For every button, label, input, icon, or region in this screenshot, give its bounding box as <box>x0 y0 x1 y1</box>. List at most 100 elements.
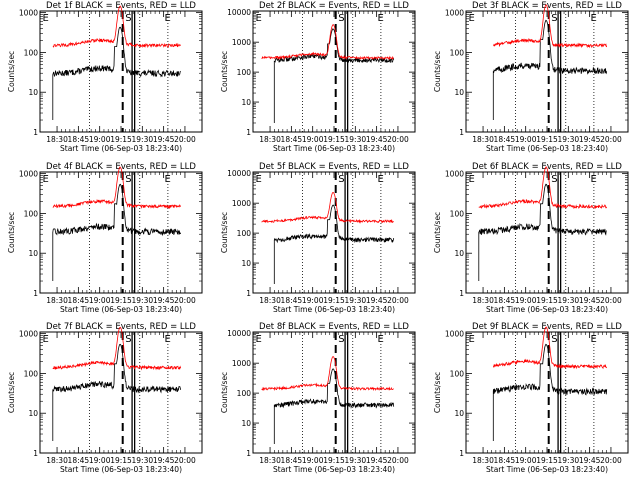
marker-letter: E <box>590 13 596 24</box>
lld-series-line <box>52 5 182 49</box>
x-tick-label: 19:15 <box>110 135 132 144</box>
y-tick-label: 100 <box>24 369 39 378</box>
x-tick-label: 20:00 <box>174 456 196 465</box>
x-tick-label: 19:15 <box>323 135 345 144</box>
y-axis-label: Counts/sec <box>220 372 229 413</box>
marker-letter: S <box>551 13 557 24</box>
lld-series-line <box>493 4 608 49</box>
marker-letter: S <box>125 174 131 185</box>
y-tick-label: 1 <box>33 289 38 298</box>
y-tick-label: 10000 <box>227 8 251 17</box>
x-tick-label: 18:30 <box>46 456 68 465</box>
x-tick-label: 19:15 <box>536 456 558 465</box>
panel-2: Det 2f BLACK = Events, RED = LLD 1 10 100 10… <box>220 1 416 153</box>
x-tick-label: 19:30 <box>345 456 367 465</box>
plot-frame <box>252 10 416 133</box>
x-tick-label: 18:45 <box>281 135 303 144</box>
y-tick-label: 10 <box>454 409 464 418</box>
x-tick-label: 19:45 <box>366 296 388 305</box>
y-tick-label: 1 <box>459 128 464 137</box>
x-tick-label: 18:30 <box>259 296 281 305</box>
x-tick-label: 19:30 <box>345 296 367 305</box>
panel-title: Det 1f BLACK = Events, RED = LLD <box>46 1 196 11</box>
y-tick-label: 1000 <box>19 9 38 18</box>
x-tick-label: 20:00 <box>600 135 622 144</box>
y-tick-label: 1000 <box>232 38 251 47</box>
y-tick-label: 1000 <box>445 170 464 179</box>
y-axis-label: Counts/sec <box>220 51 229 92</box>
marker-letter: E <box>164 174 170 185</box>
events-series-line <box>273 368 395 444</box>
marker-letter: S <box>125 334 131 345</box>
lld-series-line <box>52 166 182 210</box>
x-tick-label: 18:45 <box>281 456 303 465</box>
y-tick-label: 1 <box>246 289 251 298</box>
y-tick-label: 1 <box>33 128 38 137</box>
x-tick-label: 19:00 <box>89 456 111 465</box>
marker-letter: S <box>551 174 557 185</box>
y-tick-label: 1000 <box>232 199 251 208</box>
y-tick-label: 10000 <box>227 329 251 338</box>
x-tick-label: 19:30 <box>345 135 367 144</box>
x-tick-label: 18:30 <box>472 296 494 305</box>
x-tick-label: 19:15 <box>323 456 345 465</box>
x-tick-label: 19:45 <box>579 296 601 305</box>
marker-letter: S <box>338 334 344 345</box>
x-tick-label: 19:00 <box>89 296 111 305</box>
x-tick-label: 19:45 <box>153 296 175 305</box>
marker-letter: E <box>43 334 49 345</box>
x-tick-label: 18:45 <box>68 135 90 144</box>
y-tick-label: 1 <box>246 128 251 137</box>
events-series-line <box>273 204 395 284</box>
y-tick-label: 100 <box>237 229 252 238</box>
x-tick-label: 18:30 <box>472 456 494 465</box>
x-axis-label: Start Time (06-Sep-03 18:23:40) <box>60 305 182 314</box>
panel-title: Det 7f BLACK = Events, RED = LLD <box>46 322 196 332</box>
x-tick-label: 19:45 <box>153 456 175 465</box>
events-series-line <box>52 26 181 120</box>
y-axis-label: Counts/sec <box>7 212 16 253</box>
x-tick-label: 18:30 <box>472 135 494 144</box>
x-tick-label: 20:00 <box>387 296 409 305</box>
x-tick-label: 19:15 <box>536 296 558 305</box>
x-tick-label: 19:15 <box>110 456 132 465</box>
panel-title: Det 9f BLACK = Events, RED = LLD <box>472 322 622 332</box>
marker-letter: E <box>256 13 262 24</box>
plot-frame <box>39 331 203 454</box>
marker-letter: S <box>125 13 131 24</box>
y-tick-label: 10000 <box>227 169 251 178</box>
plot-frame <box>252 331 416 454</box>
y-tick-label: 100 <box>24 209 39 218</box>
x-tick-label: 18:45 <box>68 296 90 305</box>
plot-frame <box>465 331 629 454</box>
marker-letter: E <box>377 174 383 185</box>
x-tick-label: 19:30 <box>132 296 154 305</box>
x-tick-label: 19:00 <box>302 296 324 305</box>
x-tick-label: 18:30 <box>46 135 68 144</box>
marker-letter: E <box>43 174 49 185</box>
panel-3: Det 3f BLACK = Events, RED = LLD11010010… <box>433 1 629 153</box>
panel-6: Det 6f BLACK = Events, RED = LLD 1 10 100 10… <box>433 162 629 314</box>
events-series-line <box>52 183 182 281</box>
x-tick-label: 19:00 <box>302 456 324 465</box>
x-tick-label: 19:00 <box>515 135 537 144</box>
y-tick-label: 10 <box>241 419 251 428</box>
x-tick-label: 18:45 <box>281 296 303 305</box>
x-tick-label: 20:00 <box>387 456 409 465</box>
x-tick-label: 19:45 <box>153 135 175 144</box>
y-tick-label: 10 <box>241 98 251 107</box>
y-tick-label: 100 <box>237 389 252 398</box>
y-tick-label: 10 <box>454 249 464 258</box>
panel-title: Det 4f BLACK = Events, RED = LLD <box>46 162 196 172</box>
y-tick-label: 1000 <box>445 9 464 18</box>
y-tick-label: 100 <box>450 369 465 378</box>
y-axis-label: Counts/sec <box>433 372 442 413</box>
marker-letter: E <box>469 13 475 24</box>
events-series-line <box>52 343 182 441</box>
y-tick-label: 10 <box>241 259 251 268</box>
x-tick-label: 19:00 <box>89 135 111 144</box>
x-tick-label: 19:30 <box>132 135 154 144</box>
lld-series-line <box>261 24 394 61</box>
y-tick-label: 10 <box>28 88 38 97</box>
x-tick-label: 18:45 <box>494 296 516 305</box>
